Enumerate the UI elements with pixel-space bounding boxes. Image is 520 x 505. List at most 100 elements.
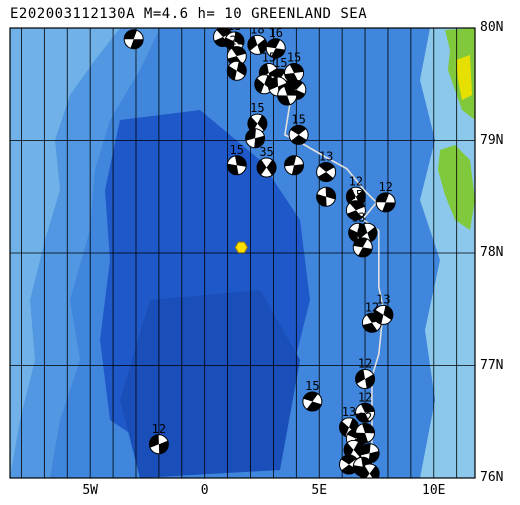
depth-label: 25 (230, 34, 244, 48)
latitude-label: 77N (480, 357, 504, 373)
beachball-compressional-quadrant (124, 29, 137, 40)
beachball-compressional-quadrant (376, 192, 390, 203)
focal-mechanism: 15 (123, 17, 144, 50)
focal-mechanism: 15 (302, 379, 323, 412)
beachball-compressional-quadrant (284, 155, 297, 167)
beachball-compressional-quadrant (360, 443, 371, 456)
map-frame (9, 27, 476, 479)
focal-mechanism (277, 85, 298, 106)
longitude-label: 5E (311, 483, 328, 498)
depth-label: 13 (376, 292, 390, 306)
beachball-compressional-quadrant (325, 187, 336, 200)
beachball-compressional-quadrant (368, 450, 380, 463)
beachball-compressional-quadrant (347, 210, 363, 220)
focal-mechanism: 13 (373, 292, 394, 325)
beachball-compressional-quadrant (234, 32, 244, 46)
depth-label: 13 (342, 405, 356, 419)
depth-label: 15 (250, 101, 264, 115)
depth-label: 35 (259, 145, 273, 159)
beachball-compressional-quadrant (316, 193, 327, 207)
latitude-label: 78N (480, 245, 504, 260)
depth-label: 15 (230, 143, 244, 157)
depth-label: 15 (227, 19, 241, 33)
beachball-compressional-quadrant (271, 48, 286, 58)
focal-mechanism: 12 (355, 411, 376, 443)
beachball-compressional-quadrant (355, 369, 366, 384)
focal-mechanism (226, 60, 247, 81)
beachball-compressional-quadrant (362, 322, 378, 333)
depth-label: 12 (378, 180, 392, 194)
beachball-compressional-quadrant (369, 465, 380, 478)
depth-label: 15 (349, 188, 363, 202)
beachball-compressional-quadrant (257, 115, 267, 131)
beachball-compressional-quadrant (245, 128, 256, 141)
deep-basin-south (120, 290, 300, 478)
beachball-compressional-quadrant (277, 95, 291, 105)
beachball-compressional-quadrant (383, 305, 393, 321)
focal-mechanism (359, 463, 380, 478)
event-title: E202003112130A M=4.6 h= 10 GREENLAND SEA (10, 6, 368, 22)
latitude-label: 76N (480, 470, 504, 485)
depth-label: 16 (268, 26, 282, 40)
focal-mechanism: 12 (375, 180, 396, 213)
beachball-compressional-quadrant (257, 38, 267, 54)
focal-mechanism: 15 (226, 143, 247, 176)
beachball-compressional-quadrant (257, 159, 267, 176)
beachball-compressional-quadrant (355, 412, 370, 423)
longitude-label: 5W (82, 483, 98, 498)
longitude-label: 10E (422, 483, 446, 498)
beachball-compressional-quadrant (289, 63, 304, 73)
depth-label: 15 (126, 17, 140, 31)
focal-mechanism (352, 237, 373, 258)
beachball-compressional-quadrant (367, 226, 377, 242)
beachball-compressional-quadrant (284, 85, 297, 96)
beachball-compressional-quadrant (349, 200, 365, 211)
depth-label: 12 (358, 390, 372, 404)
focal-mechanism: 15 (247, 101, 268, 134)
beachball-compressional-quadrant (353, 237, 368, 248)
depth-label: 15 (273, 56, 287, 70)
beachball-compressional-quadrant (236, 61, 247, 76)
focal-mechanism: 15 (288, 112, 309, 145)
latitude-label: 80N (480, 20, 504, 35)
epicenter-marker (234, 241, 248, 254)
depth-label: 18 (250, 22, 264, 36)
focal-mechanism: 35 (256, 145, 277, 178)
beachball-compressional-quadrant (303, 391, 319, 402)
beachball-compressional-quadrant (355, 432, 368, 443)
beachball-compressional-quadrant (382, 202, 396, 212)
focal-mechanism: 15 (284, 51, 305, 83)
focal-mechanism: 18 (247, 22, 268, 55)
beachball-compressional-quadrant (360, 465, 370, 478)
depth-label: 15 (305, 379, 319, 393)
beachball-compressional-quadrant (266, 159, 277, 176)
beachball-compressional-quadrant (158, 440, 169, 454)
depth-label: 13 (319, 150, 333, 164)
focal-mechanism: 15 (345, 188, 366, 221)
beachball-compressional-quadrant (360, 403, 375, 413)
beachball-compressional-quadrant (306, 401, 322, 412)
beachball-compressional-quadrant (259, 63, 269, 78)
beachball-compressional-quadrant (290, 125, 307, 135)
beachball-compressional-quadrant (247, 116, 258, 133)
focal-mechanism (284, 155, 305, 176)
beachball-compressional-quadrant (227, 163, 239, 175)
focal-mechanism (316, 186, 337, 207)
beachball-compressional-quadrant (130, 39, 144, 49)
beachball-compressional-quadrant (341, 464, 357, 474)
beachball-compressional-quadrant (341, 455, 357, 465)
depth-label: 15 (287, 51, 301, 65)
beachball-compressional-quadrant (254, 135, 265, 148)
lat-lon-grid (10, 28, 475, 478)
beachball-compressional-quadrant (231, 46, 246, 57)
beachball-compressional-quadrant (339, 421, 350, 437)
beachball-compressional-quadrant (348, 228, 359, 243)
depth-label: 13 (351, 210, 365, 224)
beachball-compressional-quadrant (271, 69, 286, 79)
depth-label: 12 (358, 411, 372, 425)
beachball-compressional-quadrant (362, 423, 375, 434)
beachball-compressional-quadrant (373, 309, 384, 325)
beachball-compressional-quadrant (317, 172, 334, 182)
beachball-compressional-quadrant (291, 164, 304, 175)
